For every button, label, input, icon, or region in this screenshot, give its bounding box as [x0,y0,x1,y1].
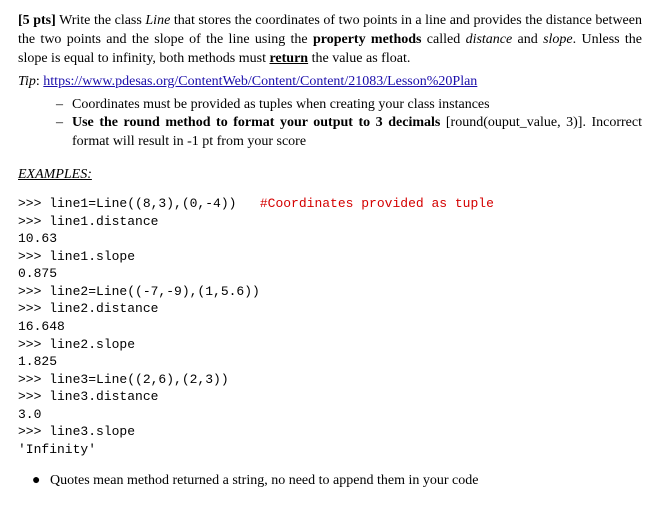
code-line: >>> line2.distance [18,301,158,316]
footnote: ● Quotes mean method returned a string, … [18,472,642,491]
code-line: 10.63 [18,231,57,246]
code-line: 1.825 [18,354,57,369]
method-distance: distance [466,32,513,47]
class-name: Line [145,13,170,28]
tip-link[interactable]: https://www.pdesas.org/ContentWeb/Conten… [43,74,477,89]
bullet-list: – Coordinates must be provided as tuples… [18,96,642,153]
return-word: return [269,51,308,66]
tip-label: Tip [18,74,36,89]
code-line: >>> line3.distance [18,389,158,404]
code-line: 'Infinity' [18,442,96,457]
code-comment: #Coordinates provided as tuple [260,196,494,211]
code-line: >>> line2=Line((-7,-9),(1,5.6)) [18,284,260,299]
code-line: >>> line3.slope [18,424,135,439]
code-line: >>> line1=Line((8,3),(0,-4)) [18,196,260,211]
examples-header: EXAMPLES: [18,166,642,185]
tip-line: Tip: https://www.pdesas.org/ContentWeb/C… [18,73,642,92]
bullet-dot-icon: ● [32,472,50,491]
method-slope: slope [543,32,573,47]
dash-icon: – [56,96,72,115]
code-line: >>> line3=Line((2,6),(2,3)) [18,372,229,387]
code-line: >>> line2.slope [18,337,135,352]
bullet-item: – Use the round method to format your ou… [18,114,642,152]
intro-text-3: called [421,32,465,47]
code-line: >>> line1.slope [18,249,135,264]
bullet-1-text: Coordinates must be provided as tuples w… [72,96,642,115]
points-label: [5 pts] [18,13,56,28]
property-methods: property methods [313,32,422,47]
intro-text-1: Write the class [56,13,146,28]
intro-text-6: the value as float. [308,51,410,66]
code-line: >>> line1.distance [18,214,158,229]
bullet-2-bold: Use the round method to format your outp… [72,115,440,130]
code-line: 16.648 [18,319,65,334]
problem-intro: [5 pts] Write the class Line that stores… [18,12,642,69]
dash-icon: – [56,114,72,133]
code-line: 0.875 [18,266,57,281]
bullet-item: – Coordinates must be provided as tuples… [18,96,642,115]
bullet-2-text: Use the round method to format your outp… [72,114,642,152]
code-line: 3.0 [18,407,41,422]
intro-text-4: and [512,32,543,47]
code-block: >>> line1=Line((8,3),(0,-4)) #Coordinate… [18,195,642,458]
footnote-text: Quotes mean method returned a string, no… [50,472,478,491]
